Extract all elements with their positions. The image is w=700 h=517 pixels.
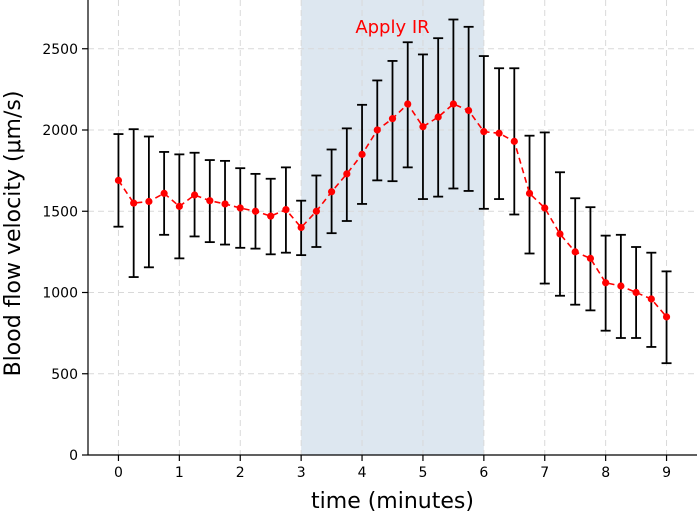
data-point <box>571 248 579 256</box>
x-tick-label: 3 <box>297 465 306 481</box>
data-point <box>190 191 199 199</box>
data-point <box>388 115 397 123</box>
data-point <box>662 313 671 321</box>
data-point <box>480 128 488 136</box>
data-point <box>449 100 457 108</box>
data-point <box>525 189 534 197</box>
data-point <box>145 197 153 206</box>
data-point <box>297 223 305 232</box>
x-tick-label: 0 <box>114 465 123 481</box>
data-point <box>251 207 260 215</box>
data-point <box>206 197 214 205</box>
data-point <box>328 188 336 196</box>
data-point <box>343 170 351 178</box>
data-point <box>160 189 168 197</box>
data-point <box>495 129 503 137</box>
data-point <box>267 212 275 220</box>
x-tick-label: 8 <box>601 465 610 481</box>
data-point <box>602 279 610 287</box>
data-point <box>586 254 595 262</box>
data-point <box>647 295 655 303</box>
y-tick-label: 0 <box>69 448 78 464</box>
data-point <box>236 204 244 212</box>
data-point <box>541 204 549 212</box>
y-tick-label: 1500 <box>42 204 78 220</box>
data-point <box>175 202 183 210</box>
x-tick-label: 2 <box>236 465 245 481</box>
data-point <box>465 106 473 115</box>
data-point <box>358 150 366 158</box>
x-tick-label: 1 <box>175 465 184 481</box>
data-point <box>434 113 442 121</box>
x-tick-label: 6 <box>479 465 488 481</box>
data-point <box>404 100 412 108</box>
data-point <box>282 206 290 214</box>
y-tick-label: 1000 <box>42 286 78 302</box>
y-tick-label: 2000 <box>42 123 78 139</box>
x-tick-label: 5 <box>418 465 427 481</box>
shaded-region-label: Apply IR <box>355 17 429 38</box>
x-tick-label: 4 <box>358 465 367 481</box>
data-point <box>114 176 123 184</box>
labels-layer: Apply IR time (minutes) Blood flow veloc… <box>1 17 474 514</box>
data-point <box>312 207 320 215</box>
data-point <box>419 123 427 131</box>
x-tick-label: 7 <box>540 465 549 481</box>
y-tick-label: 2500 <box>42 42 78 58</box>
data-point <box>556 230 564 238</box>
data-point <box>632 288 640 297</box>
data-point <box>130 199 138 207</box>
data-point <box>617 282 625 290</box>
markers-layer <box>114 100 671 321</box>
x-axis-title: time (minutes) <box>311 489 474 514</box>
data-point <box>510 137 518 145</box>
y-tick-label: 500 <box>51 367 78 383</box>
data-point <box>221 200 229 208</box>
axes-layer: 0 1 2 3 4 5 6 7 8 9 0 500 1000 1500 2000 2500 <box>42 0 697 481</box>
data-point <box>373 126 381 134</box>
y-axis-title: Blood flow velocity (μm/s) <box>1 91 26 377</box>
x-tick-label: 9 <box>662 465 671 481</box>
